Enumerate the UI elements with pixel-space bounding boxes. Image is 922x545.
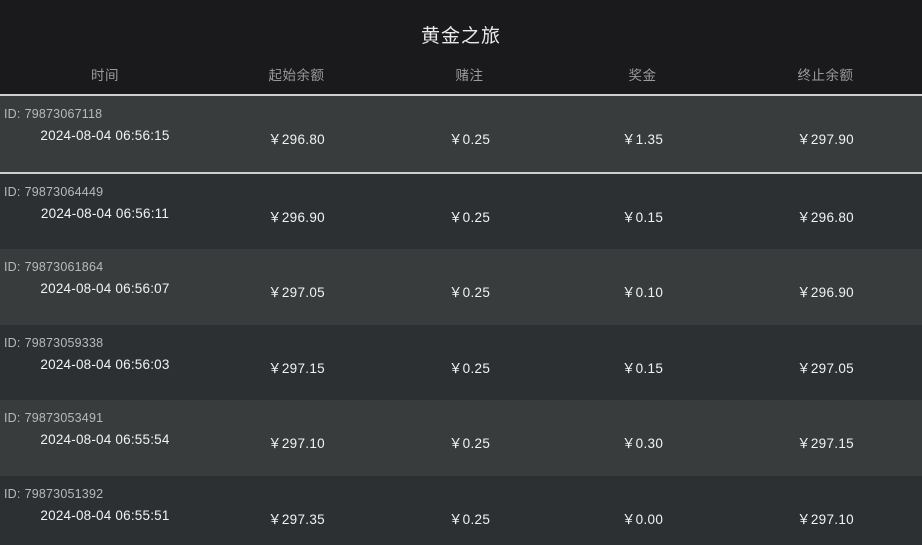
cell-win: ￥0.10 — [621, 285, 664, 300]
cell-ending-balance: ￥296.90 — [797, 285, 854, 300]
cell-ending-balance: ￥297.90 — [797, 132, 854, 147]
row-id-label: ID: — [4, 411, 21, 425]
row-id-value: 79873059338 — [24, 335, 104, 350]
cell-bet: ￥0.25 — [448, 285, 491, 300]
row-cells: 2024-08-04 06:56:03 ￥297.15 ￥0.25 ￥0.15 ￥297… — [0, 357, 922, 377]
page-title: 黄金之旅 — [420, 26, 501, 47]
header-divider — [0, 94, 922, 96]
row-id-label: ID: — [4, 107, 21, 121]
row-id-value: 79873067118 — [24, 107, 103, 121]
row-id-label: ID: — [4, 486, 21, 501]
column-header-ending-balance: 终止余额 — [797, 68, 854, 83]
row-id: ID: 79873067118 — [4, 107, 102, 121]
cell-win: ￥0.00 — [621, 511, 664, 527]
cell-starting-balance: ￥297.15 — [268, 360, 325, 376]
row-cells: 2024-08-04 06:56:07 ￥297.05 ￥0.25 ￥0.10 ￥296… — [0, 281, 922, 301]
row-id: ID: 79873051392 — [4, 487, 103, 501]
cell-win: ￥0.15 — [621, 360, 664, 376]
screen-header: 黄金之旅 时间 起始余额 赌注 奖金 终止余额 — [0, 0, 922, 96]
row-id: ID: 79873061864 — [4, 260, 103, 274]
row-id-label: ID: — [4, 184, 21, 199]
table-row[interactable]: ID: 79873064449 2024-08-04 06:56:11 ￥296.90… — [0, 173, 922, 249]
cell-starting-balance: ￥296.80 — [268, 132, 325, 147]
table-column-headers: 时间 起始余额 赌注 奖金 终止余额 — [0, 48, 922, 94]
row-id: ID: 79873059338 — [4, 336, 103, 350]
cell-win: ￥0.15 — [621, 209, 664, 225]
column-header-time: 时间 — [91, 68, 119, 83]
cell-time: 2024-08-04 06:56:15 — [40, 128, 170, 143]
column-header-starting-balance: 起始余额 — [268, 68, 325, 83]
row-id-value: 79873061864 — [24, 260, 104, 274]
cell-ending-balance: ￥296.80 — [797, 209, 854, 225]
row-id-label: ID: — [4, 335, 21, 350]
cell-bet: ￥0.25 — [448, 209, 491, 225]
table-row[interactable]: ID: 79873053491 2024-08-04 06:55:54 ￥297.10… — [0, 400, 922, 476]
cell-time: 2024-08-04 06:55:51 — [40, 507, 170, 523]
cell-win: ￥1.35 — [621, 132, 664, 147]
cell-time: 2024-08-04 06:56:03 — [40, 356, 170, 372]
cell-starting-balance: ￥297.35 — [268, 511, 325, 527]
row-id-value: 79873051392 — [24, 486, 104, 501]
row-cells: 2024-08-04 06:55:54 ￥297.10 ￥0.25 ￥0.30 ￥297… — [0, 432, 922, 452]
cell-bet: ￥0.25 — [448, 436, 491, 451]
table-row[interactable]: ID: 79873061864 2024-08-04 06:56:07 ￥297.05… — [0, 249, 922, 325]
row-id: ID: 79873053491 — [4, 411, 103, 425]
cell-time: 2024-08-04 06:55:54 — [40, 432, 170, 447]
cell-bet: ￥0.25 — [448, 132, 491, 147]
cell-starting-balance: ￥296.90 — [268, 209, 325, 225]
table-row[interactable]: ID: 79873059338 2024-08-04 06:56:03 ￥297.15… — [0, 324, 922, 400]
row-cells: 2024-08-04 06:55:51 ￥297.35 ￥0.25 ￥0.00 ￥297… — [0, 508, 922, 528]
column-header-bet: 赌注 — [455, 68, 484, 83]
cell-bet: ￥0.25 — [448, 511, 491, 527]
cell-time: 2024-08-04 06:56:11 — [40, 205, 170, 221]
row-cells: 2024-08-04 06:56:11 ￥296.90 ￥0.25 ￥0.15 ￥296… — [0, 206, 922, 226]
history-table-body[interactable]: ID: 79873067118 2024-08-04 06:56:15 ￥296.80… — [0, 96, 922, 545]
cell-ending-balance: ￥297.15 — [797, 436, 854, 451]
cell-ending-balance: ￥297.05 — [797, 360, 854, 376]
cell-ending-balance: ￥297.10 — [797, 511, 854, 527]
row-divider — [0, 171, 922, 174]
cell-win: ￥0.30 — [621, 436, 664, 451]
row-id-label: ID: — [4, 260, 21, 274]
column-header-win: 奖金 — [628, 68, 657, 83]
cell-bet: ￥0.25 — [448, 360, 491, 376]
table-row[interactable]: ID: 79873051392 2024-08-04 06:55:51 ￥297.35… — [0, 475, 922, 545]
table-row[interactable]: ID: 79873067118 2024-08-04 06:56:15 ￥296.80… — [0, 96, 922, 172]
cell-starting-balance: ￥297.10 — [268, 436, 325, 451]
row-id: ID: 79873064449 — [4, 185, 103, 199]
cell-starting-balance: ￥297.05 — [268, 285, 325, 300]
row-cells: 2024-08-04 06:56:15 ￥296.80 ￥0.25 ￥1.35 ￥297… — [0, 128, 922, 148]
row-id-value: 79873053491 — [24, 411, 104, 425]
row-id-value: 79873064449 — [24, 184, 104, 199]
cell-time: 2024-08-04 06:56:07 — [40, 281, 170, 296]
